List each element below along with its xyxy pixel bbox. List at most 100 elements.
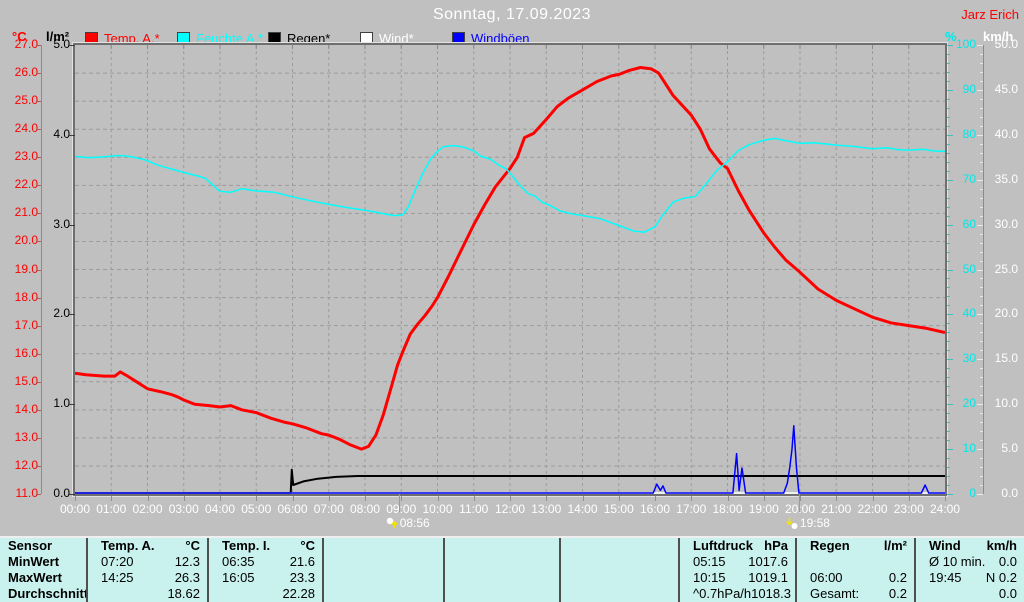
wind-tick-label: 10.0 bbox=[994, 396, 1018, 411]
hour-label: 15:00 bbox=[603, 502, 634, 516]
legend-label: Feuchte A.* bbox=[196, 31, 264, 46]
temp-tick-label: 27.0 bbox=[14, 37, 38, 51]
wind-minor-tick bbox=[980, 188, 983, 190]
humidity-minor-tick bbox=[947, 161, 950, 163]
rain-tick-label: 1.0 bbox=[53, 396, 70, 411]
humidity-tick-label: 60 bbox=[962, 216, 976, 231]
humidity-minor-tick bbox=[947, 305, 950, 307]
wind-tick-mark bbox=[977, 269, 983, 271]
temp-tick-mark bbox=[36, 465, 41, 467]
humidity-minor-tick bbox=[947, 431, 950, 433]
wind-minor-tick bbox=[980, 197, 983, 199]
table-column-empty bbox=[322, 538, 443, 602]
legend-item: Windböen bbox=[452, 31, 530, 46]
temp-tick-label: 26.0 bbox=[14, 65, 38, 80]
wind-tick-label: 0.0 bbox=[1001, 486, 1018, 500]
wind-minor-tick bbox=[980, 458, 983, 460]
wind-minor-tick bbox=[980, 395, 983, 397]
table-column-temp-a-: Temp. A. °C 07:20 12.3 14:25 26.3 18.62 bbox=[86, 538, 207, 602]
temp-tick-mark bbox=[36, 185, 41, 187]
hour-tick-mark bbox=[763, 496, 765, 501]
hour-label: 18:00 bbox=[712, 502, 743, 516]
table-cell: 0.0 bbox=[998, 554, 1017, 569]
hour-label: 07:00 bbox=[313, 502, 344, 516]
table-cell: 23.3 bbox=[289, 570, 315, 585]
series-temp-a- bbox=[75, 66, 945, 451]
humidity-minor-tick bbox=[947, 278, 950, 280]
table-cell: Temp. A. bbox=[101, 538, 155, 553]
wind-minor-tick bbox=[980, 260, 983, 262]
humidity-tick-label: 40 bbox=[962, 306, 976, 321]
table-row-labels: Sensor MinWert MaxWert Durchschnitt bbox=[0, 538, 86, 602]
temp-tick-label: 24.0 bbox=[14, 121, 38, 136]
table-cell: Luftdruck bbox=[693, 538, 753, 553]
table-cell: 16:05 bbox=[222, 570, 255, 585]
table-column-temp-i-: Temp. I. °C 06:35 21.6 16:05 23.3 22.28 bbox=[207, 538, 322, 602]
wind-tick-label: 20.0 bbox=[994, 306, 1018, 321]
table-row-label: Sensor bbox=[8, 538, 53, 553]
humidity-minor-tick bbox=[947, 323, 950, 325]
stats-table: Sensor MinWert MaxWert Durchschnitt Temp. A.… bbox=[0, 536, 1024, 602]
legend-label: Wind* bbox=[379, 31, 414, 46]
humidity-minor-tick bbox=[947, 53, 950, 55]
wind-minor-tick bbox=[980, 53, 983, 55]
temp-tick-label: 11.0 bbox=[15, 486, 38, 500]
temp-tick-label: 12.0 bbox=[14, 457, 38, 472]
humidity-minor-tick bbox=[947, 143, 950, 145]
humidity-tick-label: 0 bbox=[969, 486, 976, 500]
humidity-minor-tick bbox=[947, 233, 950, 235]
humidity-minor-tick bbox=[947, 476, 950, 478]
wind-tick-mark bbox=[977, 224, 983, 226]
wind-minor-tick bbox=[980, 440, 983, 442]
station-owner-watermark: Jarz Erich bbox=[961, 7, 1019, 22]
table-column-luftdruck: Luftdruck hPa 05:15 1017.6 10:15 1019.1 ^0.7hP… bbox=[678, 538, 795, 602]
rain-axis-unit: l/m² bbox=[46, 29, 70, 44]
humidity-minor-tick bbox=[947, 80, 950, 82]
rain-tick-label: 5.0 bbox=[53, 37, 70, 51]
wind-tick-label: 50.0 bbox=[994, 37, 1018, 51]
wind-minor-tick bbox=[980, 152, 983, 154]
wind-minor-tick bbox=[980, 431, 983, 433]
hour-tick-mark bbox=[908, 496, 910, 501]
wind-minor-tick bbox=[980, 242, 983, 244]
temp-tick-mark bbox=[36, 325, 41, 327]
sunrise-icon bbox=[386, 516, 398, 528]
temp-tick-mark bbox=[36, 241, 41, 243]
humidity-minor-tick bbox=[947, 440, 950, 442]
humidity-minor-tick bbox=[947, 422, 950, 424]
hour-tick-mark bbox=[328, 496, 330, 501]
temp-tick-label: 25.0 bbox=[14, 93, 38, 108]
table-cell: 07:20 bbox=[101, 554, 134, 569]
humidity-minor-tick bbox=[947, 332, 950, 334]
sun-marker-tick bbox=[798, 494, 800, 512]
wind-minor-tick bbox=[980, 251, 983, 253]
hour-tick-mark bbox=[256, 496, 258, 501]
humidity-minor-tick bbox=[947, 287, 950, 289]
humidity-axis-unit: % bbox=[945, 29, 957, 44]
table-cell: Temp. I. bbox=[222, 538, 271, 553]
humidity-minor-tick bbox=[947, 251, 950, 253]
table-cell: N 0.2 bbox=[985, 570, 1017, 585]
wind-tick-mark bbox=[977, 494, 983, 495]
wind-axis-line bbox=[983, 45, 984, 494]
humidity-minor-tick bbox=[947, 413, 950, 415]
humidity-tick-label: 80 bbox=[962, 126, 976, 141]
wind-minor-tick bbox=[980, 170, 983, 172]
humidity-minor-tick bbox=[947, 125, 950, 127]
hour-label: 01:00 bbox=[96, 502, 127, 516]
wind-tick-label: 30.0 bbox=[994, 216, 1018, 231]
hour-tick-mark bbox=[473, 496, 475, 501]
sun-marker-time: 19:58 bbox=[799, 516, 830, 530]
humidity-minor-tick bbox=[947, 206, 950, 208]
humidity-tick-mark bbox=[947, 134, 953, 136]
temp-tick-mark bbox=[36, 381, 41, 383]
table-row-label: MaxWert bbox=[8, 570, 62, 585]
rain-tick-label: 0.0 bbox=[53, 486, 70, 500]
hour-label: 00:00 bbox=[59, 502, 91, 516]
wind-minor-tick bbox=[980, 350, 983, 352]
rain-tick-mark bbox=[69, 314, 75, 316]
wind-tick-label: 35.0 bbox=[994, 171, 1018, 186]
temp-tick-mark bbox=[36, 213, 41, 215]
temp-tick-mark bbox=[36, 353, 41, 355]
wind-tick-mark bbox=[977, 449, 983, 451]
